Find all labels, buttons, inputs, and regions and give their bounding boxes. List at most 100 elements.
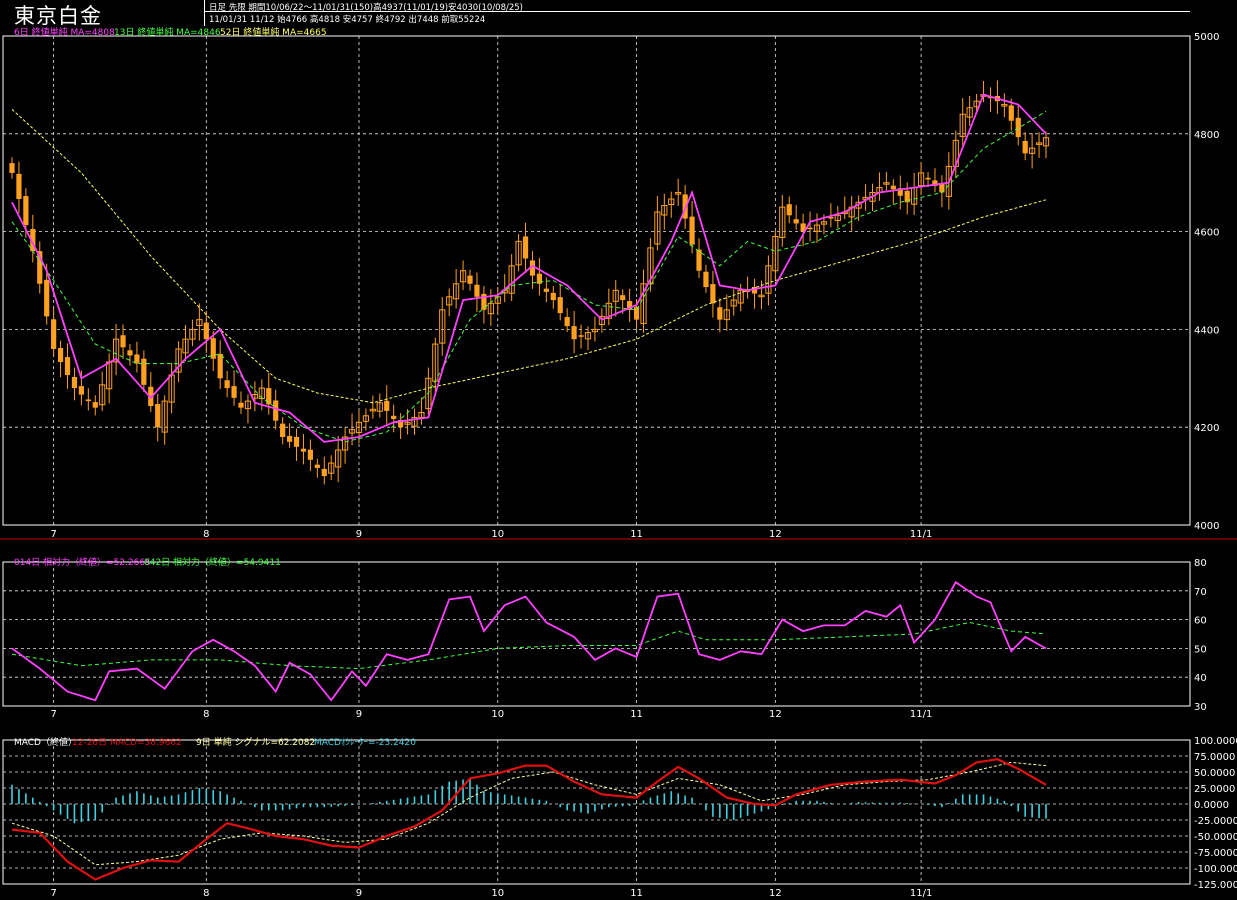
macd-ytick: -100.0000 xyxy=(1194,864,1237,875)
candle-body xyxy=(939,183,945,193)
candle-body xyxy=(23,196,29,226)
price-xtick: 11/1 xyxy=(910,529,932,540)
macd-ytick: 25.0000 xyxy=(1194,784,1235,795)
candle-body xyxy=(481,293,487,310)
macd-xtick: 12 xyxy=(769,888,782,899)
rsi-xtick: 8 xyxy=(203,709,209,720)
candle-body xyxy=(92,402,98,408)
candle-body xyxy=(758,294,765,298)
candle-body xyxy=(1029,147,1036,154)
rsi-short-line xyxy=(11,580,1047,702)
candle-body xyxy=(932,180,938,186)
candle-body xyxy=(85,399,91,402)
candle-body xyxy=(834,214,841,222)
candle-body xyxy=(44,279,50,317)
candle-body xyxy=(772,235,779,272)
candle-body xyxy=(196,319,203,326)
macd-signal-line xyxy=(11,761,1047,866)
candle-body xyxy=(717,307,723,320)
candle-body xyxy=(515,240,522,266)
candle-body xyxy=(369,408,376,412)
rsi-ytick: 60 xyxy=(1194,616,1207,627)
candle-body xyxy=(917,172,925,187)
candle-body xyxy=(536,273,543,284)
macd-xtick: 8 xyxy=(203,888,209,899)
candle-body xyxy=(307,449,314,460)
macd-line xyxy=(11,758,1047,881)
candle-body xyxy=(446,296,453,306)
price-xtick: 12 xyxy=(769,529,782,540)
macd-ytick: 75.0000 xyxy=(1194,752,1235,763)
candle-body xyxy=(807,227,813,230)
candle-body xyxy=(813,224,821,232)
rsi-long-line xyxy=(11,621,1047,670)
candle-body xyxy=(550,292,556,301)
candle-body xyxy=(1022,140,1028,154)
ma-short-line xyxy=(11,93,1047,443)
macd-ytick: -25.0000 xyxy=(1194,816,1237,827)
macd-xtick: 10 xyxy=(491,888,504,899)
candle-body xyxy=(71,376,78,389)
candle-body xyxy=(557,297,563,314)
candle-body xyxy=(244,400,252,410)
candle-body xyxy=(959,113,966,137)
candle-body xyxy=(99,384,106,406)
candle-body xyxy=(897,188,903,196)
candle-body xyxy=(64,357,71,376)
rsi-xtick: 11/1 xyxy=(910,709,932,720)
candle-body xyxy=(640,283,647,325)
candle-body xyxy=(800,223,806,232)
price-xtick: 10 xyxy=(491,529,504,540)
macd-panel: 100.0000 75.0000 50.0000 25.0000 0.0000 -25.0… xyxy=(2,736,1237,899)
ma-mid-line xyxy=(11,110,1047,443)
candle-body xyxy=(217,353,223,379)
candle-body xyxy=(9,163,15,173)
candle-body xyxy=(280,423,286,437)
candle-body xyxy=(543,288,549,292)
rsi-legend-item: 014日 相対力（終値）=52.2665 xyxy=(14,556,151,568)
candle-body xyxy=(376,402,383,412)
candle-body xyxy=(529,260,536,276)
macd-ytick: -50.0000 xyxy=(1194,832,1237,843)
candle-body xyxy=(148,386,154,407)
candle-body xyxy=(925,177,931,180)
rsi-xtick: 11 xyxy=(630,709,643,720)
candle-body xyxy=(522,236,529,259)
candle-body xyxy=(633,306,640,320)
candle-body xyxy=(453,283,460,300)
price-legend-item: 52日 終値単純 MA=4665 xyxy=(220,26,327,38)
candle-body xyxy=(120,335,126,348)
candle-body xyxy=(612,289,619,302)
candle-body xyxy=(355,421,363,434)
rsi-ytick: 50 xyxy=(1194,644,1207,655)
info-box: 日足 先限 期間10/06/22～11/01/31(150)高4937(11/0… xyxy=(204,0,1191,26)
candle-body xyxy=(820,221,828,225)
price-legend-item: 6日 終値単純 MA=4808 xyxy=(14,26,115,38)
candle-body xyxy=(779,206,786,238)
ma-long-line xyxy=(11,109,1047,404)
price-frame xyxy=(2,35,1191,526)
candle-body xyxy=(141,358,147,385)
candle-body xyxy=(418,412,425,418)
macd-legend-item: 12-26日 MACD=38.9662 xyxy=(72,737,182,748)
candle-body xyxy=(51,319,57,349)
candle-body xyxy=(883,182,890,185)
candle-body xyxy=(189,328,196,340)
rsi-panel: 30 40 50 60 70 80 7 8 9 10 11 12 11/1 014日 相対力（終値）=52… xyxy=(2,556,1207,720)
candle-body xyxy=(966,107,973,118)
candle-body xyxy=(620,295,626,301)
candle-body xyxy=(890,185,896,190)
candle-body xyxy=(203,322,209,340)
candle-body xyxy=(696,249,702,271)
candle-body xyxy=(182,338,189,354)
macd-xtick: 9 xyxy=(356,888,362,899)
candle-body xyxy=(404,421,411,425)
candle-body xyxy=(348,429,356,434)
candle-body xyxy=(30,228,36,252)
candle-body xyxy=(342,436,349,451)
candles xyxy=(9,80,1050,485)
rsi-xtick: 7 xyxy=(50,709,56,720)
candle-body xyxy=(487,302,494,315)
candle-body xyxy=(411,416,418,427)
candle-body xyxy=(273,400,279,421)
